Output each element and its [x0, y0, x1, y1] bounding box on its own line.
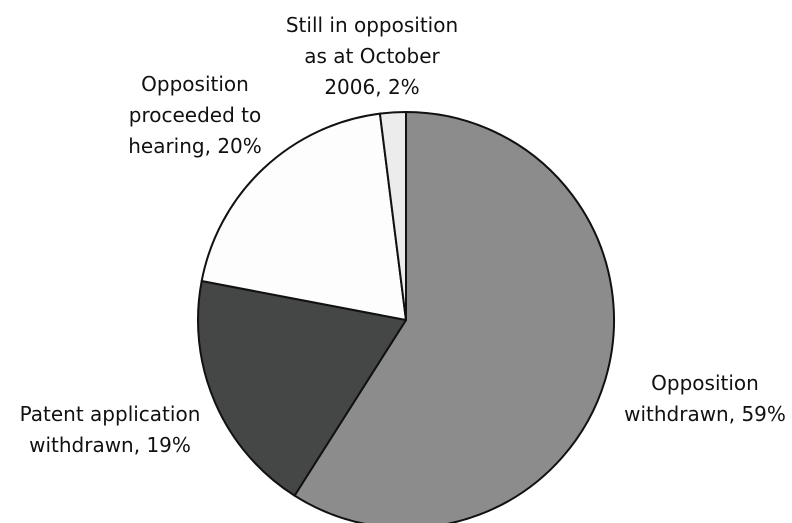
slice-label-line: Opposition [651, 371, 759, 395]
slice-label-line: withdrawn, 19% [29, 433, 191, 457]
slice-label-line: Still in opposition [286, 13, 458, 37]
slice-label-0: Opposition withdrawn, 59% [624, 371, 786, 426]
slice-label-2: Opposition proceeded to hearing, 20% [128, 72, 262, 158]
pie-slice-0 [293, 111, 615, 523]
pie-slice-3 [378, 111, 407, 321]
slice-label-3: Still in opposition as at October 2006, 2% [286, 13, 458, 99]
slice-label-line: 2006, 2% [324, 75, 419, 99]
pie-slices [197, 111, 615, 523]
slice-label-line: as at October [304, 44, 440, 68]
slice-label-1: Patent application withdrawn, 19% [20, 402, 201, 457]
slice-label-line: withdrawn, 59% [624, 402, 786, 426]
slice-label-line: Opposition [141, 72, 249, 96]
pie-labels: Opposition withdrawn, 59% Patent applicati… [20, 13, 786, 457]
slice-label-line: hearing, 20% [128, 134, 262, 158]
pie-slice-1 [197, 280, 407, 497]
slice-label-line: Patent application [20, 402, 201, 426]
pie-slice-2 [200, 112, 407, 321]
slice-label-line: proceeded to [129, 103, 261, 127]
